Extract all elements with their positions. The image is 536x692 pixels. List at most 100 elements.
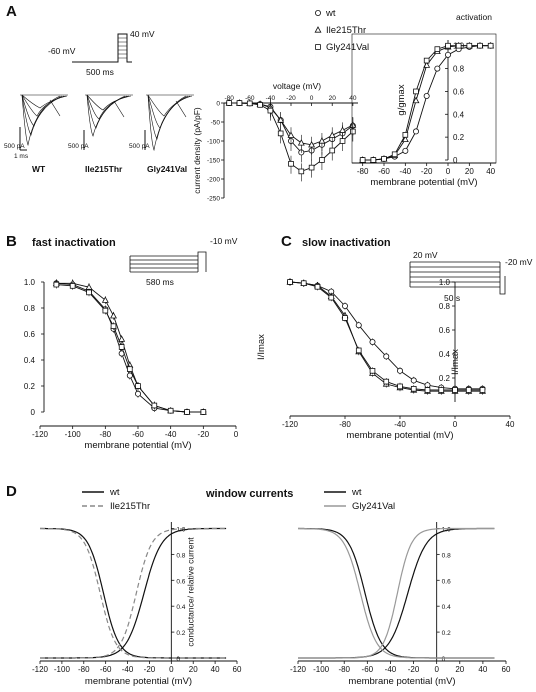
data-point	[53, 281, 60, 288]
x-tick-label: -60	[132, 430, 144, 439]
trace-yscale-ile: 500 pA	[68, 143, 89, 150]
data-point	[151, 402, 158, 409]
series-line	[56, 282, 204, 413]
data-point	[135, 383, 141, 389]
x-tick-label: -120	[290, 665, 307, 674]
x-axis-title: membrane potential (mV)	[85, 676, 192, 687]
data-point	[397, 383, 403, 390]
data-point	[369, 367, 376, 374]
data-point	[277, 116, 285, 123]
data-point	[167, 407, 174, 414]
data-point	[287, 279, 293, 285]
data-point	[267, 107, 274, 114]
data-point	[465, 387, 472, 393]
data-point	[412, 96, 420, 104]
data-point	[287, 131, 295, 138]
x-tick-label: -40	[385, 665, 397, 674]
x-tick-label: -20	[144, 665, 156, 674]
trace-tscale: 1 ms	[14, 153, 29, 160]
data-point	[381, 156, 387, 162]
y-axis-title: I/Imax	[450, 349, 461, 375]
x-tick-label: -40	[394, 420, 406, 429]
panel-c-pre-label: 20 mV	[413, 250, 438, 260]
legend-label: Ile215Thr	[110, 501, 150, 512]
y-tick-label: 0	[442, 656, 446, 663]
x-tick-label: -80	[357, 167, 369, 176]
y-tick-label: -50	[211, 120, 221, 127]
series-line	[56, 282, 204, 413]
x-tick-label: 40	[486, 167, 495, 176]
y-tick-label: 0.2	[176, 630, 185, 637]
current-traces	[19, 94, 194, 152]
data-point	[134, 390, 141, 397]
data-point	[359, 157, 366, 163]
legend-label: wt	[109, 487, 120, 498]
panel-b-protocol	[129, 251, 207, 273]
x-tick-label: -40	[165, 430, 177, 439]
x-tick-label: 20	[455, 665, 464, 674]
x-tick-label: -20	[286, 95, 296, 102]
x-tick-label: -40	[122, 665, 134, 674]
window-current-chart-ile215thr: -120 -100 -80 -60 -40 -20 0 20 40 60 membrane pote…	[32, 487, 242, 687]
data-point	[445, 42, 451, 49]
data-point	[342, 315, 348, 321]
x-tick-label: 40	[506, 420, 515, 429]
data-point	[479, 387, 486, 393]
activation-curve	[298, 527, 495, 659]
x-tick-label: -100	[313, 665, 330, 674]
data-point	[298, 168, 305, 175]
x-tick-label: 20	[189, 665, 198, 674]
y-tick-label: -100	[207, 139, 220, 146]
y-tick-label: 0.2	[453, 133, 465, 142]
data-point	[424, 387, 431, 393]
x-axis-title: membrane potential (mV)	[346, 430, 453, 441]
activation-curve	[40, 527, 227, 659]
y-axis-title: current density (pA/pF)	[192, 107, 202, 194]
data-point	[127, 366, 133, 372]
trace-wt	[20, 94, 68, 147]
slow-inactivation-chart: -120 -80 -40 0 40 0.2 0.4 0.6 0.8 1.0 membrane pot…	[282, 278, 515, 441]
x-axis-title: membrane potential (mV)	[348, 676, 455, 687]
y-tick-label: 0.6	[442, 578, 451, 585]
data-point	[383, 353, 390, 360]
legend-label: Ile215Thr	[326, 25, 366, 36]
data-point	[118, 335, 126, 342]
data-point	[339, 126, 347, 133]
x-tick-label: 20	[465, 167, 474, 176]
y-axis-title: conductance/ relative current	[185, 537, 195, 647]
data-point	[101, 296, 109, 303]
x-tick-label: -80	[78, 665, 90, 674]
x-axis-title: voltage (mV)	[273, 81, 321, 91]
legend: wt Ile215Thr Gly241Val	[314, 8, 369, 53]
data-point	[466, 42, 473, 49]
data-point	[308, 140, 316, 148]
activation-curve	[298, 527, 495, 659]
x-tick-label: 40	[211, 665, 220, 674]
data-point	[329, 147, 336, 154]
panel-a-letter: A	[6, 3, 17, 20]
legend-label: wt	[351, 487, 362, 498]
plot-frame	[351, 33, 497, 164]
data-point	[410, 385, 417, 392]
data-point	[413, 88, 419, 95]
data-point	[102, 307, 109, 314]
x-tick-label: -60	[378, 167, 390, 176]
y-tick-label: 0.8	[442, 552, 451, 559]
data-point	[355, 322, 362, 329]
x-tick-label: 0	[453, 420, 458, 429]
x-tick-label: -80	[339, 420, 351, 429]
data-point	[423, 93, 430, 100]
data-point	[477, 42, 483, 49]
data-point	[401, 135, 409, 143]
panel-d-title: window currents	[205, 488, 293, 500]
curve-wt: wt	[40, 487, 227, 659]
legend-marker	[315, 44, 321, 50]
y-tick-label: 0.8	[24, 304, 36, 313]
y-tick-label: -200	[207, 177, 220, 184]
data-point	[318, 137, 326, 144]
y-tick-label: -250	[207, 196, 220, 203]
data-point	[300, 280, 307, 286]
x-tick-label: -40	[266, 95, 276, 102]
data-point	[226, 100, 232, 106]
